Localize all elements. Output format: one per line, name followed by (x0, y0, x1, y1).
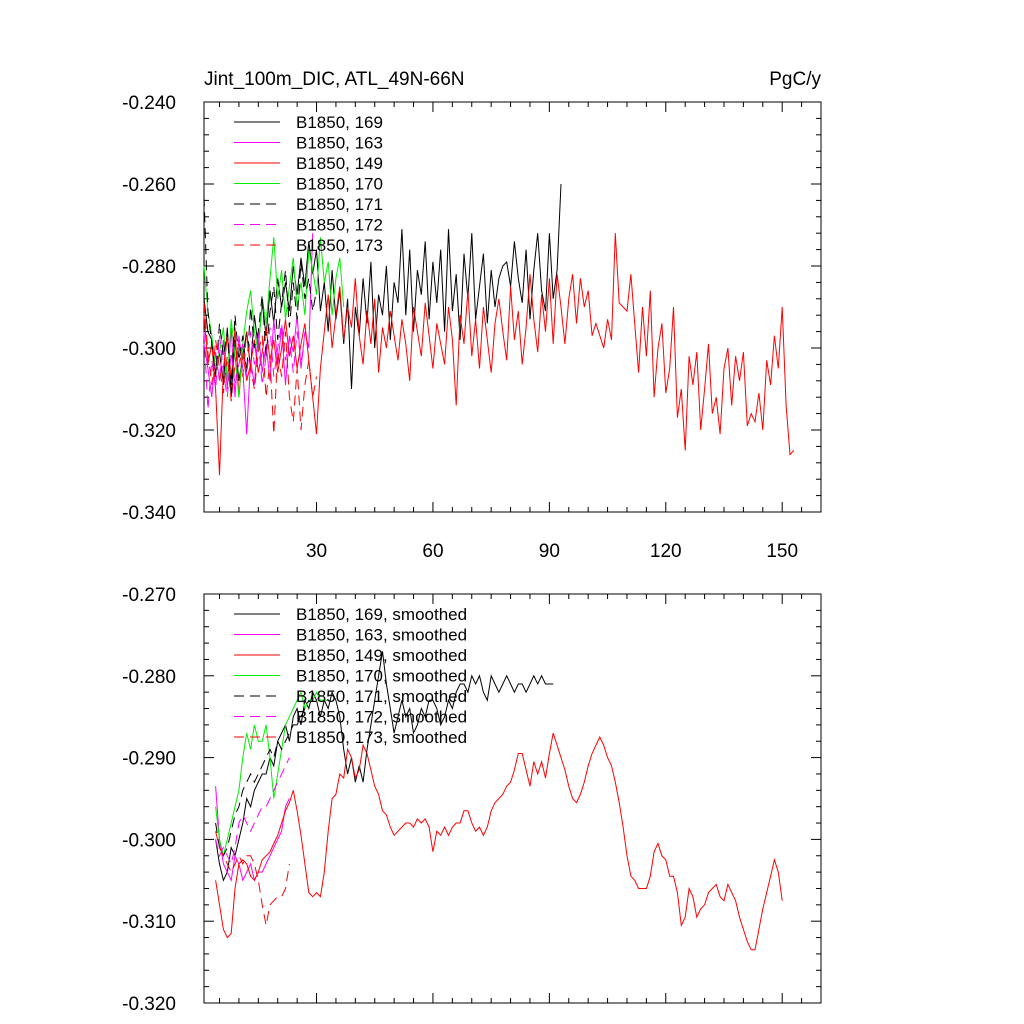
top-x-tick-label: 90 (539, 541, 560, 562)
top-series-line-1 (203, 183, 562, 398)
bottom-series-line-5 (215, 700, 310, 857)
bottom-plot-frame (203, 593, 822, 1004)
top-legend-label: B1850, 173 (296, 236, 383, 255)
top-series-line-5 (203, 196, 317, 385)
bottom-series-line-6 (215, 757, 290, 866)
top-panel: Jint_100m_DIC, ATL_49N-66N PgC/y -0.240 -… (122, 69, 822, 562)
bottom-series-line-4 (215, 690, 329, 856)
top-legend-label: B1850, 172 (296, 216, 383, 235)
bottom-legend-label: B1850, 149, smoothed (296, 646, 467, 665)
top-series-line-3 (203, 233, 795, 476)
bottom-legend-label: B1850, 169, smoothed (296, 605, 467, 624)
bottom-y-tick-label: -0.290 (122, 749, 176, 770)
bottom-series-line-3 (215, 732, 783, 951)
top-y-tick-label: -0.320 (122, 421, 176, 442)
top-y-tick-label: -0.260 (122, 175, 176, 196)
bottom-y-tick-label: -0.280 (122, 667, 176, 688)
top-legend-label: B1850, 170 (296, 175, 383, 194)
top-x-tick-label: 30 (306, 541, 327, 562)
top-x-tick-label: 60 (422, 541, 443, 562)
top-legend-label: B1850, 169 (296, 113, 383, 132)
bottom-y-tick-label: -0.300 (122, 830, 176, 851)
top-y-tick-label: -0.300 (122, 339, 176, 360)
top-y-tick-label: -0.240 (122, 93, 176, 114)
bottom-legend-label: B1850, 171, smoothed (296, 687, 467, 706)
bottom-y-tick-label: -0.270 (122, 585, 176, 606)
top-series-line-6 (203, 323, 306, 410)
bottom-series-line-7 (215, 831, 290, 926)
bottom-legend-label: B1850, 163, smoothed (296, 626, 467, 645)
top-y-tick-label: -0.280 (122, 257, 176, 278)
bottom-legend-label: B1850, 170, smoothed (296, 667, 467, 686)
top-series-line-7 (203, 302, 317, 435)
top-y-tick-label: -0.340 (122, 503, 176, 524)
bottom-y-tick-label: -0.310 (122, 912, 176, 933)
bottom-legend-label: B1850, 173, smoothed (296, 728, 467, 747)
bottom-y-tick-label: -0.320 (122, 994, 176, 1015)
bottom-series-line-2 (215, 786, 290, 882)
top-x-tick-label: 120 (650, 541, 682, 562)
units-label: PgC/y (769, 69, 821, 90)
bottom-series-line-1 (215, 651, 554, 882)
bottom-panel: -0.270 -0.280 -0.290 -0.300 -0.310 -0.320 B185… (122, 585, 822, 1015)
bottom-legend-label: B1850, 172, smoothed (296, 708, 467, 727)
top-legend-label: B1850, 171 (296, 195, 383, 214)
top-x-tick-label: 150 (766, 541, 798, 562)
top-legend-label: B1850, 163 (296, 134, 383, 153)
chart-title: Jint_100m_DIC, ATL_49N-66N (204, 69, 465, 90)
top-legend-label: B1850, 149 (296, 154, 383, 173)
top-series-line-4 (203, 237, 345, 398)
